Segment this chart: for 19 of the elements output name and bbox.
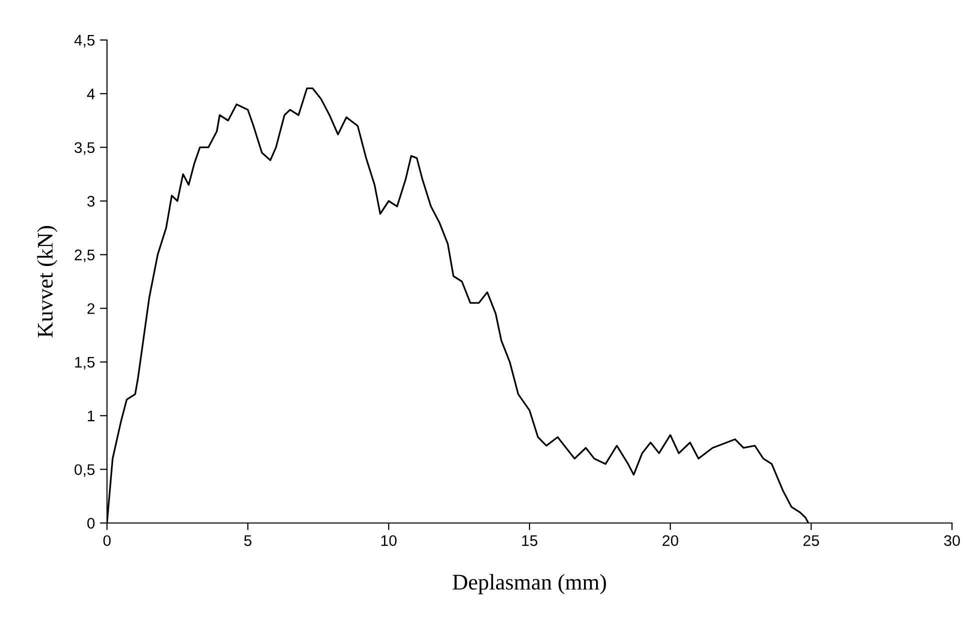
x-tick-label: 10 (381, 535, 397, 546)
y-axis-title: Kuvvet (kN) (37, 226, 58, 338)
x-tick-label: 5 (244, 535, 252, 546)
y-tick-label: 0,5 (74, 464, 95, 477)
y-tick-label: 3 (87, 196, 95, 207)
y-tick-label: 1,5 (75, 357, 95, 370)
x-tick-label: 30 (944, 535, 960, 546)
x-tick-label: 25 (803, 535, 820, 546)
y-tick-label: 2 (87, 303, 94, 314)
y-tick-label: 3,5 (74, 142, 95, 155)
x-tick-label: 0 (103, 535, 111, 546)
x-axis-title: Deplasman (mm) (452, 574, 606, 594)
y-tick-label: 2,5 (74, 250, 95, 262)
y-tick-label: 4 (87, 88, 95, 100)
y-tick-label: 1 (88, 410, 94, 422)
y-tick-label: 4,5 (74, 35, 95, 48)
x-tick-label: 15 (522, 535, 538, 546)
x-tick-label: 20 (662, 535, 678, 546)
y-tick-label: 0 (87, 518, 95, 529)
